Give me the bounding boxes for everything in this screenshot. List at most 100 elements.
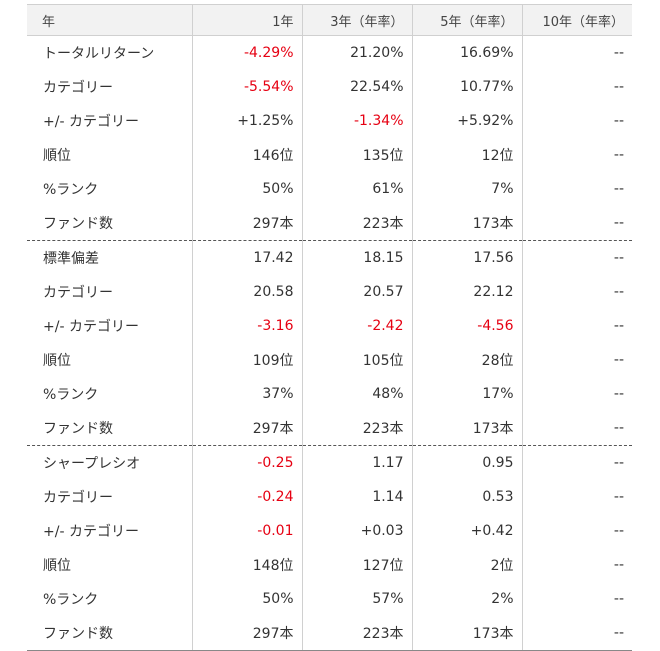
cell-3y: 61% xyxy=(302,172,413,206)
table-header: 年 1年 3年（年率） 5年（年率） 10年（年率） xyxy=(27,4,632,36)
cell-5y: 22.12 xyxy=(412,275,523,309)
table-row: ファンド数 297本 223本 173本 -- xyxy=(27,206,632,241)
cell-1y: -4.29% xyxy=(192,35,303,70)
cell-10y: -- xyxy=(613,352,624,368)
cell-1y: 50% xyxy=(192,172,303,206)
cell-5y: 2位 xyxy=(412,548,523,582)
header-period-label: 年 xyxy=(27,4,192,36)
cell-5y: 173本 xyxy=(412,206,523,241)
table-row: カテゴリー -5.54% 22.54% 10.77% -- xyxy=(27,70,632,104)
cell-3y: +0.03 xyxy=(302,514,413,548)
row-label: %ランク xyxy=(27,582,193,616)
table-row: 標準偏差 17.42 18.15 17.56 -- xyxy=(27,240,632,275)
cell-1y: -0.01 xyxy=(192,514,303,548)
row-label: トータルリターン xyxy=(27,35,193,70)
cell-3y: 223本 xyxy=(302,411,413,446)
row-label: +/- カテゴリー xyxy=(27,104,193,138)
cell-3y: 1.14 xyxy=(302,480,413,514)
row-label: %ランク xyxy=(27,377,193,411)
row-label: シャープレシオ xyxy=(27,445,193,480)
header-1y: 1年 xyxy=(191,4,302,36)
table-row: カテゴリー 20.58 20.57 22.12 -- xyxy=(27,275,632,309)
header-3y: 3年（年率） xyxy=(301,4,412,36)
performance-table-container: 年 1年 3年（年率） 5年（年率） 10年（年率） トータルリターン -4.29… xyxy=(27,4,632,651)
cell-3y: 223本 xyxy=(302,616,413,651)
header-row: 年 1年 3年（年率） 5年（年率） 10年（年率） xyxy=(27,4,632,36)
cell-3y: 127位 xyxy=(302,548,413,582)
cell-3y: 21.20% xyxy=(302,35,413,70)
cell-3y: 18.15 xyxy=(302,240,413,275)
cell-1y: 17.42 xyxy=(192,240,303,275)
cell-5y: 12位 xyxy=(412,138,523,172)
header-10y: 10年（年率） xyxy=(521,4,632,36)
row-label: 順位 xyxy=(27,138,193,172)
cell-5y: 173本 xyxy=(412,616,523,651)
cell-10y: -- xyxy=(613,181,624,197)
cell-5y: 28位 xyxy=(412,343,523,377)
cell-10y: -- xyxy=(613,215,624,231)
cell-5y: 17.56 xyxy=(412,240,523,275)
cell-1y: -3.16 xyxy=(192,309,303,343)
table-row: +/- カテゴリー -3.16 -2.42 -4.56 -- xyxy=(27,309,632,343)
cell-10y: -- xyxy=(613,591,624,607)
cell-10y: -- xyxy=(522,445,632,480)
cell-10y: -- xyxy=(613,45,624,61)
cell-1y: 297本 xyxy=(192,206,303,241)
cell-10y: -- xyxy=(613,489,624,505)
table-row: カテゴリー -0.24 1.14 0.53 -- xyxy=(27,480,632,514)
cell-1y: 297本 xyxy=(192,616,303,651)
row-label: 順位 xyxy=(27,548,193,582)
cell-1y: 146位 xyxy=(192,138,303,172)
cell-10y: -- xyxy=(613,79,624,95)
cell-1y: -5.54% xyxy=(192,70,303,104)
cell-1y: +1.25% xyxy=(192,104,303,138)
row-label: +/- カテゴリー xyxy=(27,309,193,343)
table-row: 順位 146位 135位 12位 -- xyxy=(27,138,632,172)
cell-5y: 10.77% xyxy=(412,70,523,104)
cell-10y: -- xyxy=(613,113,624,129)
table-row: 順位 109位 105位 28位 -- xyxy=(27,343,632,377)
cell-1y: 37% xyxy=(192,377,303,411)
table-row: シャープレシオ -0.25 1.17 0.95 -- xyxy=(27,445,632,480)
cell-5y: 17% xyxy=(412,377,523,411)
cell-5y: 0.53 xyxy=(412,480,523,514)
row-label: カテゴリー xyxy=(27,275,193,309)
header-5y: 5年（年率） xyxy=(411,4,522,36)
cell-10y: -- xyxy=(522,616,632,651)
table-row: +/- カテゴリー -0.01 +0.03 +0.42 -- xyxy=(27,514,632,548)
table-row: %ランク 50% 61% 7% -- xyxy=(27,172,632,206)
table-row: ファンド数 297本 223本 173本 -- xyxy=(27,411,632,446)
row-label: %ランク xyxy=(27,172,193,206)
cell-10y: -- xyxy=(613,147,624,163)
table-row: %ランク 50% 57% 2% -- xyxy=(27,582,632,616)
cell-1y: 50% xyxy=(192,582,303,616)
row-label: カテゴリー xyxy=(27,480,193,514)
cell-1y: 20.58 xyxy=(192,275,303,309)
table-row: +/- カテゴリー +1.25% -1.34% +5.92% -- xyxy=(27,104,632,138)
row-label: ファンド数 xyxy=(27,411,193,446)
cell-1y: 109位 xyxy=(192,343,303,377)
cell-10y: -- xyxy=(613,284,624,300)
cell-3y: 1.17 xyxy=(302,445,413,480)
cell-10y: -- xyxy=(613,386,624,402)
cell-3y: 20.57 xyxy=(302,275,413,309)
cell-5y: -4.56 xyxy=(412,309,523,343)
cell-5y: 0.95 xyxy=(412,445,523,480)
cell-5y: 7% xyxy=(412,172,523,206)
cell-3y: 57% xyxy=(302,582,413,616)
cell-5y: +5.92% xyxy=(412,104,523,138)
cell-3y: -2.42 xyxy=(302,309,413,343)
cell-10y: -- xyxy=(613,557,624,573)
cell-10y: -- xyxy=(613,318,624,334)
cell-3y: 223本 xyxy=(302,206,413,241)
cell-10y: -- xyxy=(522,240,632,275)
cell-10y: -- xyxy=(613,523,624,539)
table-row: ファンド数 297本 223本 173本 -- xyxy=(27,616,632,651)
table-body: トータルリターン -4.29% 21.20% 16.69% -- カテゴリー -5.54% 2… xyxy=(27,35,632,651)
row-label: カテゴリー xyxy=(27,70,193,104)
performance-table: 年 1年 3年（年率） 5年（年率） 10年（年率） トータルリターン -4.29… xyxy=(27,4,632,651)
cell-1y: -0.25 xyxy=(192,445,303,480)
row-label: 順位 xyxy=(27,343,193,377)
cell-5y: 173本 xyxy=(412,411,523,446)
cell-3y: -1.34% xyxy=(302,104,413,138)
